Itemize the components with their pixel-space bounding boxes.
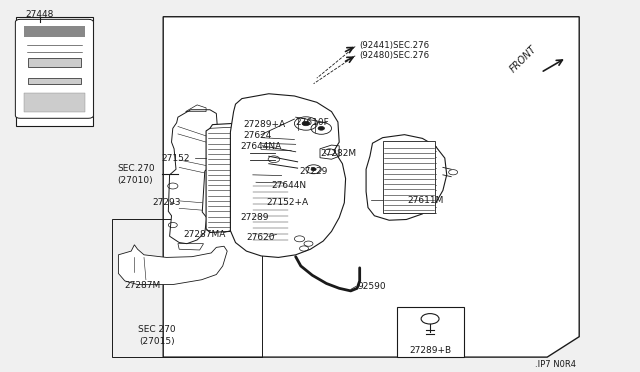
Text: 27293: 27293 — [152, 198, 181, 207]
Text: SEC.270: SEC.270 — [117, 164, 155, 173]
Polygon shape — [206, 124, 236, 232]
Text: (27010): (27010) — [117, 176, 153, 185]
Bar — [24, 93, 85, 112]
Text: FRONT: FRONT — [508, 44, 539, 75]
Polygon shape — [168, 110, 218, 244]
Bar — [397, 307, 464, 357]
Circle shape — [318, 126, 324, 130]
Polygon shape — [163, 17, 579, 357]
Text: 27620: 27620 — [246, 233, 275, 242]
Bar — [28, 58, 81, 67]
Text: 27289+A: 27289+A — [243, 120, 285, 129]
Text: 27287MA: 27287MA — [183, 230, 225, 239]
Text: 27611M: 27611M — [408, 196, 444, 205]
Text: 27229: 27229 — [300, 167, 328, 176]
Text: 27152+A: 27152+A — [266, 198, 308, 207]
Text: 27287M: 27287M — [125, 281, 161, 290]
Bar — [16, 17, 93, 126]
FancyBboxPatch shape — [15, 19, 93, 118]
Text: 27289: 27289 — [240, 213, 269, 222]
Text: (27015): (27015) — [139, 337, 175, 346]
Polygon shape — [366, 135, 447, 220]
Text: 27644NA: 27644NA — [241, 142, 282, 151]
Text: 27448: 27448 — [26, 10, 54, 19]
Polygon shape — [118, 245, 227, 285]
Text: SEC 270: SEC 270 — [138, 325, 175, 334]
Bar — [383, 141, 435, 213]
Text: .IP7 N0R4: .IP7 N0R4 — [535, 360, 576, 369]
Bar — [24, 26, 85, 37]
Circle shape — [302, 121, 310, 126]
Text: 27152: 27152 — [161, 154, 189, 163]
Text: (92480)SEC.276: (92480)SEC.276 — [359, 51, 429, 60]
Text: 27644N: 27644N — [271, 182, 307, 190]
Text: (92441)SEC.276: (92441)SEC.276 — [359, 41, 429, 50]
Text: 27282M: 27282M — [321, 149, 356, 158]
Text: 27610F: 27610F — [296, 118, 330, 126]
Text: 27289+B: 27289+B — [409, 346, 451, 355]
Text: 27624: 27624 — [243, 131, 271, 140]
Polygon shape — [230, 94, 346, 257]
Circle shape — [311, 168, 316, 171]
Text: 92590: 92590 — [357, 282, 386, 291]
Bar — [112, 219, 262, 357]
Polygon shape — [232, 129, 261, 236]
Bar — [28, 78, 81, 84]
